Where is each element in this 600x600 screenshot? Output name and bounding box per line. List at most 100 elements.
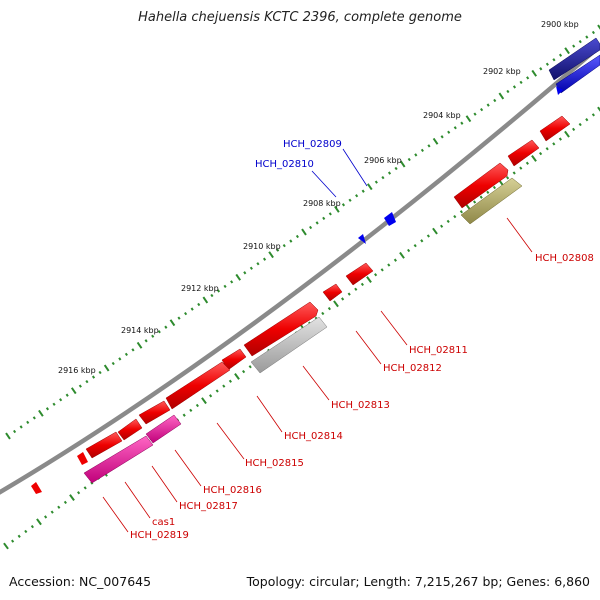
tick-mark — [327, 306, 331, 311]
tick-mark — [242, 369, 246, 374]
tick-mark — [182, 413, 186, 417]
gene-label: HCH_02809 — [283, 139, 342, 150]
tick-mark — [77, 491, 81, 495]
tick-mark — [360, 282, 364, 287]
tick-mark — [564, 130, 570, 138]
tick-mark — [591, 113, 595, 117]
tick-mark — [26, 420, 30, 425]
tick-mark — [276, 248, 280, 252]
gene-feature — [384, 212, 396, 226]
tick-mark — [374, 273, 378, 277]
tick-mark — [78, 384, 82, 388]
tick-mark — [103, 364, 110, 372]
tick-mark — [578, 39, 582, 44]
tick-mark — [295, 234, 299, 239]
tick-mark — [268, 251, 274, 259]
tick-label: 2902 kbp — [483, 67, 521, 76]
gene-label: HCH_02811 — [409, 345, 468, 356]
tick-mark — [506, 176, 510, 180]
tick-mark — [512, 171, 516, 175]
tick-mark — [427, 144, 431, 148]
tick-mark — [597, 24, 600, 30]
tick-mark — [453, 126, 457, 130]
tick-mark — [85, 379, 89, 384]
tick-mark — [381, 175, 385, 180]
gene-feature — [507, 139, 540, 167]
tick-labels: 2900 kbp 2902 kbp 2904 kbp 2906 kbp 2908… — [58, 20, 579, 375]
gene-label: HCH_02808 — [535, 253, 594, 264]
tick-mark — [526, 76, 530, 80]
tick-mark — [65, 393, 69, 397]
tick-label: 2900 kbp — [541, 20, 579, 29]
tick-mark — [486, 190, 490, 194]
tick-mark — [453, 214, 457, 219]
tick-mark — [447, 130, 451, 134]
tick-mark — [215, 389, 219, 393]
tick-mark — [486, 103, 490, 107]
tick-mark — [414, 153, 418, 157]
tick-mark — [473, 112, 477, 116]
tick-mark — [301, 228, 307, 236]
gene-feature — [117, 418, 143, 441]
tick-mark — [235, 273, 242, 281]
tick-mark — [460, 121, 464, 125]
label-leaders — [102, 148, 533, 533]
tick-mark — [13, 429, 17, 434]
gene-feature — [83, 435, 154, 484]
tick-mark — [354, 287, 358, 291]
tick-mark — [44, 515, 48, 519]
tick-mark — [234, 373, 240, 380]
tick-mark — [420, 239, 424, 243]
tick-mark — [98, 370, 102, 375]
tick-mark — [201, 397, 207, 405]
tick-mark — [564, 47, 570, 55]
gene-feature — [556, 86, 563, 95]
tick-mark — [45, 407, 50, 411]
tick-mark — [144, 339, 148, 343]
tick-mark — [380, 268, 384, 272]
tick-mark — [519, 80, 523, 85]
tick-mark — [407, 157, 411, 162]
tick-mark — [387, 171, 392, 175]
tick-mark — [374, 180, 378, 184]
tick-mark — [322, 216, 326, 221]
outer-tick-ring — [5, 24, 600, 440]
tick-mark — [248, 365, 252, 369]
tick-mark — [366, 183, 373, 191]
tick-mark — [57, 505, 61, 509]
gene-label: HCH_02819 — [130, 530, 189, 541]
tick-mark — [91, 375, 96, 379]
tick-label: 2912 kbp — [181, 284, 219, 293]
gene-label: HCH_02810 — [255, 159, 314, 170]
tick-label: 2908 kbp — [303, 199, 341, 208]
tick-mark — [223, 284, 227, 289]
tick-mark — [539, 67, 543, 71]
tick-mark — [164, 325, 168, 329]
gene-label: HCH_02814 — [284, 431, 343, 442]
reverse-strand-genes — [358, 212, 396, 244]
tick-mark — [195, 403, 199, 408]
tick-mark — [347, 292, 351, 296]
tick-mark — [545, 62, 549, 66]
forward-strand-genes — [548, 37, 600, 95]
tick-mark — [333, 300, 339, 308]
tick-mark — [169, 319, 176, 327]
tick-mark — [572, 127, 576, 132]
tick-mark — [17, 534, 21, 538]
tick-mark — [572, 44, 576, 48]
tick-mark — [38, 409, 44, 417]
tick-label: 2914 kbp — [121, 326, 159, 335]
tick-mark — [282, 243, 286, 248]
tick-mark — [111, 361, 115, 366]
tick-mark — [189, 408, 193, 412]
gene-feature — [539, 115, 571, 142]
tick-mark — [413, 244, 417, 248]
tick-mark — [184, 311, 188, 316]
tick-mark — [498, 92, 505, 100]
tick-mark — [506, 89, 510, 94]
tick-mark — [69, 494, 75, 501]
gene-label: HCH_02816 — [203, 485, 262, 496]
tick-label: 2910 kbp — [243, 242, 281, 251]
gene-feature — [85, 431, 123, 459]
